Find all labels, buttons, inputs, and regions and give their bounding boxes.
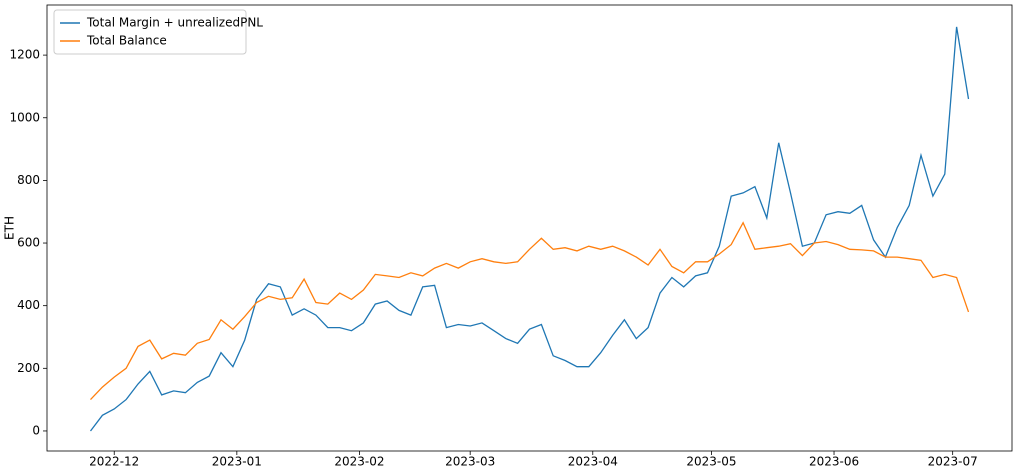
- y-tick-label: 800: [17, 173, 40, 187]
- x-tick-label: 2023-04: [568, 455, 618, 467]
- x-tick-label: 2022-12: [89, 455, 139, 467]
- series-line: [90, 221, 970, 401]
- x-tick-label: 2023-01: [212, 455, 262, 467]
- y-tick-label: 1200: [9, 48, 40, 62]
- y-tick-label: 400: [17, 298, 40, 312]
- legend: Total Margin + unrealizedPNL Total Balanc…: [53, 9, 263, 55]
- x-tick-label: 2023-05: [686, 455, 736, 467]
- series-line: [89, 26, 970, 432]
- y-axis-label: ETH: [3, 216, 17, 240]
- legend-label: Total Balance: [86, 34, 167, 48]
- x-tick-label: 2023-02: [334, 455, 384, 467]
- x-tick-label: 2023-06: [809, 455, 859, 467]
- x-tick-label: 2023-03: [445, 455, 495, 467]
- y-tick-label: 1000: [9, 110, 40, 124]
- y-tick-label: 200: [17, 361, 40, 375]
- y-tick-label: 600: [17, 236, 40, 250]
- legend-box: [53, 9, 247, 55]
- legend-label: Total Margin + unrealizedPNL: [86, 16, 263, 30]
- y-tick-label: 0: [32, 423, 40, 437]
- x-tick-label: 2023-07: [928, 455, 978, 467]
- plot-frame: [46, 4, 1013, 452]
